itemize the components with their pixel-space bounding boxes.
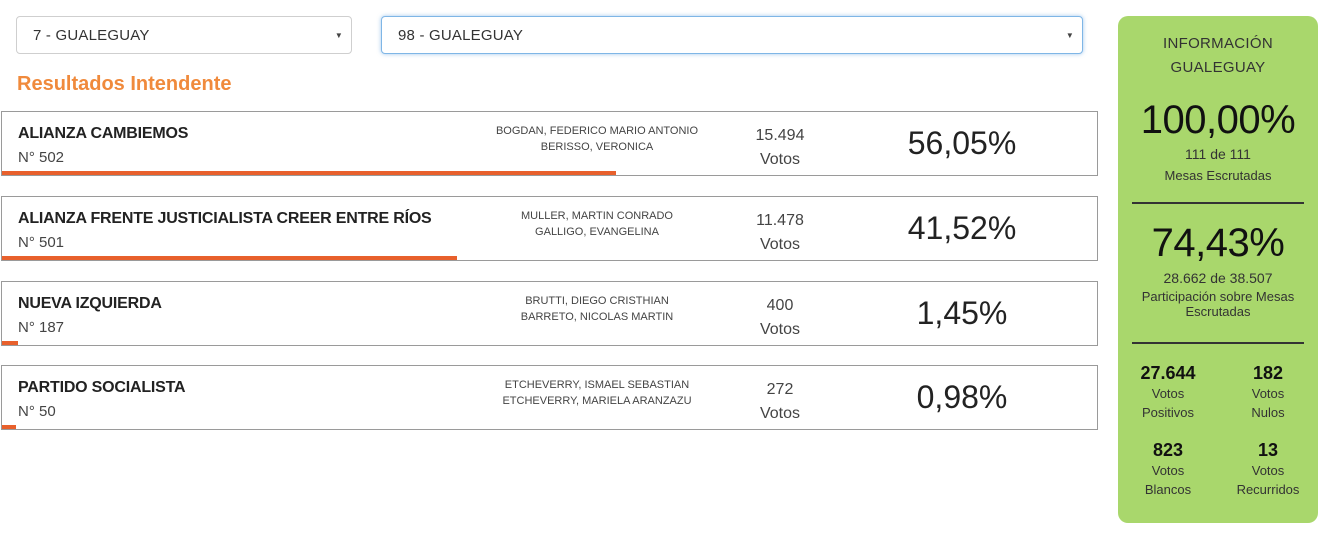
votes-label: Votos (759, 151, 801, 168)
votes-count: 272 (766, 381, 794, 398)
chevron-down-icon: ▼ (334, 31, 343, 40)
percentage-bar (2, 425, 16, 429)
stat-label: Blancos (1144, 482, 1192, 497)
party-name: NUEVA IZQUIERDA (18, 295, 162, 312)
stat-label: Recurridos (1236, 482, 1300, 497)
percentage-bar (2, 256, 457, 260)
municipality-select[interactable]: 98 - GUALEGUAY ▼ (381, 16, 1083, 54)
votes-label: Votos (759, 405, 801, 422)
list-number: N° 50 (18, 403, 56, 420)
stat-value: 182 (1252, 363, 1284, 383)
mesas-label: Mesas Escrutadas (1164, 168, 1272, 183)
result-card: ALIANZA FRENTE JUSTICIALISTA CREER ENTRE… (1, 196, 1098, 261)
votes-count: 11.478 (756, 212, 804, 229)
candidates: BOGDAN, FEDERICO MARIO ANTONIO BERISSO, … (472, 123, 722, 155)
stat-label: Positivos (1141, 405, 1195, 420)
stat-label: Votos (1151, 386, 1185, 401)
participation-label-line2: Escrutadas (1185, 304, 1251, 319)
stat-value: 13 (1257, 440, 1279, 460)
result-card: PARTIDO SOCIALISTA N° 50 ETCHEVERRY, ISM… (1, 365, 1098, 430)
votes: 272 Votos (730, 378, 830, 426)
stat-label: Votos (1251, 386, 1285, 401)
participation-label-line1: Participación sobre Mesas (1141, 289, 1295, 304)
candidate-primary: BOGDAN, FEDERICO MARIO ANTONIO (495, 125, 699, 137)
list-number: N° 187 (18, 319, 65, 336)
chevron-down-icon: ▼ (1065, 31, 1074, 40)
stat-votos-positivos: 27.644 Votos Positivos (1120, 362, 1216, 422)
stat-label: Votos (1151, 463, 1185, 478)
info-panel: INFORMACIÓN GUALEGUAY 100,00% 111 de 111… (1118, 16, 1318, 523)
stat-votos-nulos: 182 Votos Nulos (1220, 362, 1316, 422)
municipality-select-value: 98 - GUALEGUAY (398, 26, 524, 44)
stat-value: 823 (1152, 440, 1184, 460)
list-number: N° 502 (18, 149, 65, 166)
votes: 15.494 Votos (730, 124, 830, 172)
party-name: ALIANZA FRENTE JUSTICIALISTA CREER ENTRE… (18, 210, 432, 227)
candidate-secondary: BERISSO, VERONICA (540, 141, 654, 153)
list-number: N° 501 (18, 234, 65, 251)
votes-label: Votos (759, 236, 801, 253)
participation-label: Participación sobre Mesas Escrutadas (1118, 289, 1318, 319)
stat-votos-recurridos: 13 Votos Recurridos (1220, 439, 1316, 499)
party-name: ALIANZA CAMBIEMOS (18, 125, 189, 142)
result-card: ALIANZA CAMBIEMOS N° 502 BOGDAN, FEDERIC… (1, 111, 1098, 176)
vote-percentage: 41,52% (907, 210, 1017, 246)
vote-percentage: 56,05% (907, 125, 1017, 161)
candidates: ETCHEVERRY, ISMAEL SEBASTIAN ETCHEVERRY,… (472, 377, 722, 409)
stat-label: Nulos (1251, 405, 1285, 420)
percentage-bar (2, 341, 18, 345)
votes-count: 15.494 (755, 127, 805, 144)
participation-percentage: 74,43% (1151, 221, 1285, 265)
divider (1132, 202, 1304, 204)
candidate-primary: MULLER, MARTIN CONRADO (521, 210, 673, 222)
info-title-line1: INFORMACIÓN (1163, 35, 1273, 52)
votes: 11.478 Votos (730, 209, 830, 257)
candidate-secondary: BARRETO, NICOLAS MARTIN (520, 311, 674, 323)
department-select-value: 7 - GUALEGUAY (33, 26, 150, 44)
candidates: MULLER, MARTIN CONRADO GALLIGO, EVANGELI… (472, 208, 722, 240)
result-card: NUEVA IZQUIERDA N° 187 BRUTTI, DIEGO CRI… (1, 281, 1098, 346)
section-title: Resultados Intendente (17, 73, 232, 95)
vote-percentage: 1,45% (916, 295, 1008, 331)
stat-votos-blancos: 823 Votos Blancos (1120, 439, 1216, 499)
votes-label: Votos (759, 321, 801, 338)
stat-value: 27.644 (1140, 363, 1196, 383)
participation-count: 28.662 de 38.507 (1163, 270, 1273, 286)
percentage-bar (2, 171, 616, 175)
mesas-percentage: 100,00% (1140, 98, 1296, 142)
candidate-secondary: ETCHEVERRY, MARIELA ARANZAZU (502, 395, 692, 407)
votes-count: 400 (766, 297, 794, 314)
stat-label: Votos (1251, 463, 1285, 478)
candidate-primary: BRUTTI, DIEGO CRISTHIAN (525, 295, 669, 307)
party-name: PARTIDO SOCIALISTA (18, 379, 186, 396)
votes: 400 Votos (730, 294, 830, 342)
info-title-line2: GUALEGUAY (1170, 59, 1266, 76)
vote-percentage: 0,98% (916, 379, 1008, 415)
mesas-count: 111 de 111 (1185, 146, 1251, 162)
candidates: BRUTTI, DIEGO CRISTHIAN BARRETO, NICOLAS… (472, 293, 722, 325)
info-title: INFORMACIÓN GUALEGUAY (1118, 32, 1318, 80)
candidate-secondary: GALLIGO, EVANGELINA (535, 226, 659, 238)
divider (1132, 342, 1304, 344)
candidate-primary: ETCHEVERRY, ISMAEL SEBASTIAN (504, 379, 690, 391)
department-select[interactable]: 7 - GUALEGUAY ▼ (16, 16, 352, 54)
